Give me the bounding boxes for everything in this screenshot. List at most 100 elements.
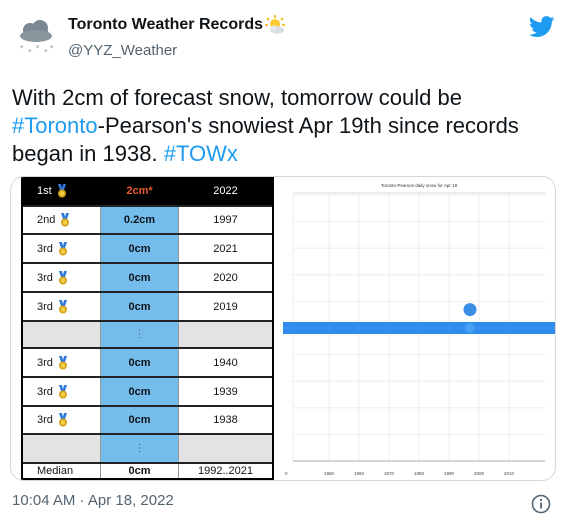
cell-amount: ⋮ bbox=[100, 435, 179, 462]
cell-year-text: 1940 bbox=[213, 356, 238, 369]
cell-amount: 0cm bbox=[100, 264, 179, 291]
cell-amount: 0.2cm bbox=[100, 207, 179, 233]
author-name-row[interactable]: Toronto Weather Records bbox=[68, 14, 286, 36]
x-tick-label: 1990 bbox=[444, 471, 455, 476]
cell-year bbox=[179, 435, 272, 462]
cell-amount: 0cm bbox=[100, 464, 179, 478]
timestamp[interactable]: 10:04 AM · Apr 18, 2022 bbox=[12, 492, 174, 509]
cell-year-text: 2020 bbox=[213, 271, 238, 284]
snow-cloud-icon: * * * * * bbox=[20, 20, 54, 56]
cell-rank bbox=[23, 435, 100, 462]
medal-icon bbox=[58, 299, 67, 313]
cell-amount-text: 0cm bbox=[128, 385, 151, 398]
snow-chart: Toronto-Pearson daily snow for Apr 19 195… bbox=[283, 183, 555, 476]
x-tick-label: 1970 bbox=[384, 471, 395, 476]
cell-rank-text: 3rd bbox=[37, 271, 53, 284]
cell-amount: 0cm bbox=[100, 378, 179, 405]
cell-year: 1997 bbox=[179, 207, 272, 233]
table-row: 3rd 0cm 1939 bbox=[23, 378, 272, 407]
handle[interactable]: @YYZ_Weather bbox=[68, 42, 178, 59]
cell-year bbox=[179, 322, 272, 347]
snow-records-table: 1st 2cm* 2022 2nd 0.2cm 1997 3rd 0cm 2021 3rd 0cm 2… bbox=[21, 177, 274, 480]
info-icon[interactable] bbox=[531, 494, 551, 514]
svg-text:*: * bbox=[28, 48, 32, 56]
cell-year: 2021 bbox=[179, 235, 272, 262]
svg-text:*: * bbox=[36, 44, 40, 52]
cell-rank-text: 2nd bbox=[37, 214, 56, 226]
cell-year-text: 1938 bbox=[213, 414, 238, 426]
medal-icon bbox=[58, 241, 67, 255]
cell-amount: 0cm bbox=[100, 407, 179, 433]
cell-year-text: 1992..2021 bbox=[197, 465, 254, 477]
cell-rank: Median bbox=[23, 464, 100, 478]
table-header-row: 1st 2cm* 2022 bbox=[23, 177, 272, 207]
cell-rank-text: Median bbox=[37, 465, 74, 477]
cell-amount-text: 0cm bbox=[128, 300, 151, 313]
tweet-media[interactable]: 1st 2cm* 2022 2nd 0.2cm 1997 3rd 0cm 2021 3rd 0cm 2… bbox=[10, 176, 556, 481]
cell-rank-text: 1st bbox=[37, 185, 52, 197]
x-tick-label: 1980 bbox=[414, 471, 425, 476]
cell-rank: 3rd bbox=[23, 378, 100, 405]
cell-rank-text: 3rd bbox=[37, 300, 53, 313]
cell-rank-text: 3rd bbox=[37, 385, 53, 398]
svg-text:*: * bbox=[44, 48, 48, 56]
svg-text:*: * bbox=[50, 44, 54, 52]
medal-icon bbox=[58, 413, 67, 427]
cell-amount-text: 0cm bbox=[128, 465, 151, 477]
cell-amount-text: ⋮ bbox=[134, 329, 145, 340]
cell-amount: 0cm bbox=[100, 235, 179, 262]
hashtag-toronto[interactable]: #Toronto bbox=[12, 113, 98, 138]
medal-icon bbox=[58, 270, 67, 284]
x-tick-label: 2000 bbox=[474, 471, 485, 476]
cell-rank-text: 3rd bbox=[37, 356, 53, 369]
chart-title: Toronto-Pearson daily snow for Apr 19 bbox=[381, 183, 458, 188]
data-point bbox=[465, 323, 475, 333]
tweet-text-part2: -Pearson's snowiest Apr 19th since recor… bbox=[12, 113, 519, 166]
x-tick-label: 2010 bbox=[504, 471, 515, 476]
medal-icon bbox=[58, 355, 67, 369]
hashtag-towx[interactable]: #TOWx bbox=[163, 141, 238, 166]
cell-amount-text: 0cm bbox=[128, 242, 151, 255]
cell-year: 1940 bbox=[179, 349, 272, 376]
table-row: 3rd 0cm 2020 bbox=[23, 264, 272, 293]
sun-behind-cloud-icon bbox=[264, 15, 285, 34]
cell-rank: 3rd bbox=[23, 235, 100, 262]
table-row: 2nd 0.2cm 1997 bbox=[23, 207, 272, 235]
cell-year-text: 1939 bbox=[213, 385, 238, 398]
cell-amount: ⋮ bbox=[100, 322, 179, 347]
twitter-bird-icon[interactable] bbox=[529, 16, 555, 38]
cell-amount-text: 0.2cm bbox=[123, 214, 156, 226]
table-row: 3rd 0cm 1940 bbox=[23, 349, 272, 378]
display-name[interactable]: Toronto Weather Records bbox=[68, 16, 263, 33]
table-row: 3rd 0cm 2019 bbox=[23, 293, 272, 322]
cell-rank: 1st bbox=[23, 177, 100, 205]
cell-year: 1938 bbox=[179, 407, 272, 433]
cell-year: 2022 bbox=[179, 177, 272, 205]
cell-year-text: 2021 bbox=[213, 242, 238, 255]
cell-rank-text: 3rd bbox=[37, 242, 53, 255]
cell-year-text: 2022 bbox=[213, 185, 238, 197]
cell-rank: 3rd bbox=[23, 349, 100, 376]
cell-year: 1939 bbox=[179, 378, 272, 405]
x-tick-origin: 0 bbox=[285, 471, 288, 476]
cell-amount: 0cm bbox=[100, 293, 179, 320]
table-median-row: Median 0cm 1992..2021 bbox=[23, 464, 272, 480]
table-gap-row: ⋮ bbox=[23, 322, 272, 349]
x-tick-label: 1950 bbox=[324, 471, 335, 476]
tweet-text-part1: With 2cm of forecast snow, tomorrow coul… bbox=[12, 85, 462, 110]
cell-amount: 2cm* bbox=[100, 177, 179, 205]
cell-amount-text: 2cm* bbox=[126, 185, 153, 197]
table-row: 3rd 0cm 2021 bbox=[23, 235, 272, 264]
cell-year: 2020 bbox=[179, 264, 272, 291]
cell-rank: 3rd bbox=[23, 407, 100, 433]
cell-year: 1992..2021 bbox=[179, 464, 272, 478]
x-tick-label: 1960 bbox=[354, 471, 365, 476]
medal-icon bbox=[58, 384, 67, 398]
cell-year: 2019 bbox=[179, 293, 272, 320]
avatar[interactable]: * * * * * bbox=[12, 12, 60, 60]
cell-rank-text: 3rd bbox=[37, 414, 53, 426]
cell-amount-text: 0cm bbox=[128, 356, 151, 369]
cell-rank: 3rd bbox=[23, 293, 100, 320]
cell-amount: 0cm bbox=[100, 349, 179, 376]
